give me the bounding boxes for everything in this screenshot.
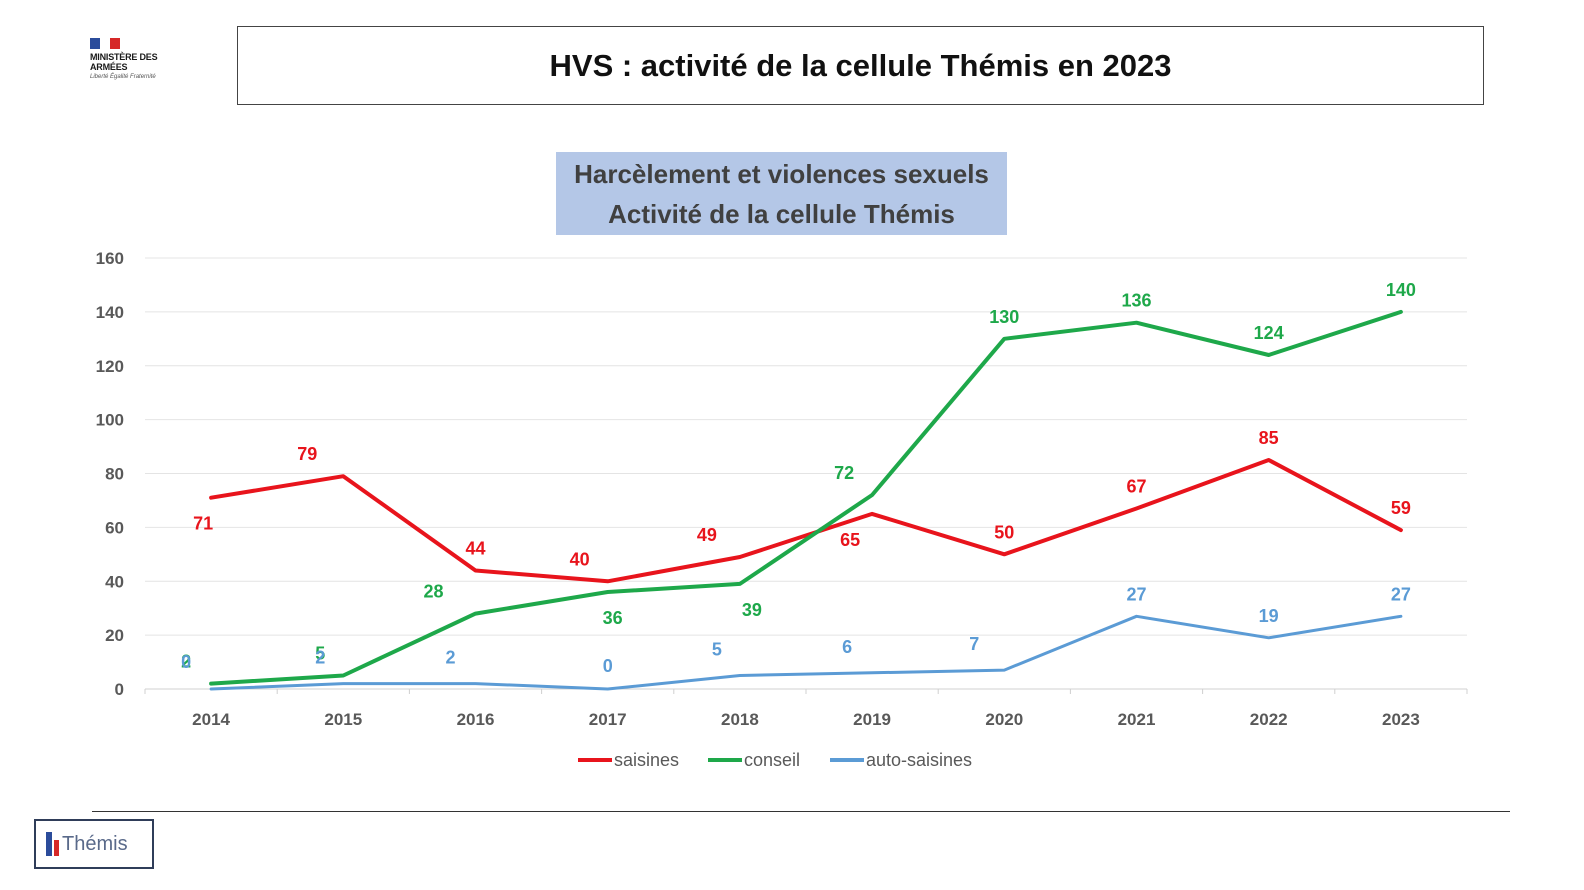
data-label-conseil: 124 [1254,323,1284,343]
flag-white-stripe [100,38,110,49]
data-label-conseil: 36 [603,608,623,628]
data-label-auto-saisines: 2 [445,648,455,668]
y-tick-label: 100 [96,411,124,430]
logo-org-name: MINISTÈRE DES ARMÉES [90,52,158,72]
data-label-auto-saisines: 5 [712,640,722,660]
data-label-auto-saisines: 7 [969,634,979,654]
data-label-saisines: 65 [840,530,860,550]
data-label-saisines: 50 [994,522,1014,542]
x-tick-label: 2022 [1250,710,1288,729]
y-tick-label: 20 [105,626,124,645]
data-label-auto-saisines: 0 [181,652,191,672]
data-label-auto-saisines: 19 [1259,606,1279,626]
flag-red-stripe [110,38,120,49]
x-tick-label: 2014 [192,710,230,729]
x-tick-label: 2017 [589,710,627,729]
data-label-saisines: 67 [1126,477,1146,497]
data-label-saisines: 71 [193,514,213,534]
data-label-saisines: 79 [297,444,317,464]
data-label-auto-saisines: 6 [842,637,852,657]
chart-title-line-1: Harcèlement et violences sexuels [574,158,989,189]
ministry-logo: MINISTÈRE DES ARMÉES Liberté Égalité Fra… [90,38,180,102]
y-tick-label: 160 [96,249,124,268]
x-tick-label: 2023 [1382,710,1420,729]
data-label-saisines: 85 [1259,428,1279,448]
y-tick-label: 140 [96,303,124,322]
data-label-saisines: 49 [697,525,717,545]
x-tick-label: 2016 [457,710,495,729]
logo-motto: Liberté Égalité Fraternité [90,74,156,80]
footer-divider [92,811,1510,812]
data-label-conseil: 72 [834,463,854,483]
data-label-conseil: 130 [989,307,1019,327]
y-tick-label: 60 [105,518,124,537]
themis-badge-label: Thémis [62,832,128,855]
flag-blue-stripe [90,38,100,49]
y-tick-label: 120 [96,357,124,376]
y-tick-label: 80 [105,465,124,484]
themis-badge: Thémis [34,819,154,869]
data-label-auto-saisines: 2 [315,648,325,668]
slide-title-box: HVS : activité de la cellule Thémis en 2… [237,26,1484,105]
y-tick-label: 0 [115,680,124,699]
data-label-auto-saisines: 27 [1391,584,1411,604]
data-label-conseil: 28 [423,582,443,602]
themis-logo-icon [46,832,59,856]
y-tick-label: 40 [105,572,124,591]
x-tick-label: 2021 [1118,710,1156,729]
series-line-conseil [209,309,1403,686]
series-line-auto-saisines [209,614,1403,691]
legend-label-saisines: saisines [614,750,679,770]
data-label-conseil: 136 [1121,291,1151,311]
legend-label-conseil: conseil [744,750,800,770]
x-tick-label: 2018 [721,710,759,729]
data-label-conseil: 140 [1386,280,1416,300]
data-label-saisines: 59 [1391,498,1411,518]
data-label-conseil: 5 [315,644,325,664]
chart-title-line-2: Activité de la cellule Thémis [608,198,955,229]
x-tick-label: 2019 [853,710,891,729]
data-label-saisines: 44 [465,538,485,558]
data-label-auto-saisines: 27 [1126,584,1146,604]
x-tick-label: 2015 [324,710,362,729]
x-tick-label: 2020 [985,710,1023,729]
data-label-conseil: 2 [181,652,191,672]
data-label-conseil: 39 [742,600,762,620]
french-flag-icon [90,38,120,49]
series-line-saisines [209,458,1403,584]
data-label-auto-saisines: 0 [603,656,613,676]
legend-label-auto-saisines: auto-saisines [866,750,972,770]
slide-title: HVS : activité de la cellule Thémis en 2… [549,47,1172,83]
data-label-saisines: 40 [570,549,590,569]
chart-title-box: Harcèlement et violences sexuels Activit… [556,152,1007,235]
